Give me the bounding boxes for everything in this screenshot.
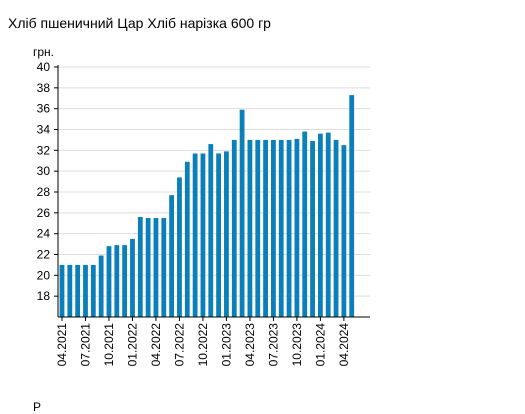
x-tick-label: 01.2022 [125,323,139,367]
x-tick-label: 01.2024 [313,323,327,367]
bar [247,139,253,317]
bar [255,139,261,317]
bar [106,246,112,317]
y-tick-label: 40 [37,60,51,74]
x-tick-label: 07.2021 [78,323,92,367]
y-tick-label: 36 [37,102,51,116]
bar [208,144,214,317]
bar [271,139,276,317]
bar [263,139,268,317]
bar [67,264,73,317]
y-tick-label: 32 [37,143,51,157]
bar [341,145,347,318]
bar [224,151,229,318]
bar [317,133,323,317]
bar [325,132,331,317]
bar [184,161,190,317]
y-tick-label: 22 [37,248,51,262]
bar [153,218,159,317]
bar [302,131,308,317]
bar [98,255,104,317]
footer-text: Р [33,400,42,414]
y-tick-label: 18 [37,289,51,303]
y-tick-label: 24 [37,227,51,241]
y-tick-label: 38 [37,81,51,95]
x-tick-label: 07.2022 [172,323,186,367]
bar [294,138,300,318]
x-tick-label: 01.2023 [219,323,233,367]
y-tick-label: 28 [37,185,51,199]
bar [239,109,245,318]
bar [145,218,151,317]
x-tick-label: 04.2023 [243,323,257,367]
x-tick-label: 04.2022 [149,323,163,367]
y-tick-label: 34 [37,123,51,137]
bar [137,217,143,317]
bar [90,264,96,317]
bar [122,245,128,318]
bar [75,264,81,317]
bar [216,153,221,317]
y-tick-label: 20 [37,268,51,282]
x-tick-label: 10.2021 [102,323,116,367]
bar [161,218,167,317]
bar [177,177,182,317]
x-tick-label: 04.2024 [337,323,351,367]
chart-title: Хліб пшеничний Цар Хліб нарізка 600 гр [8,15,271,31]
bar [114,245,120,318]
bar [169,195,175,318]
y-tick-label: 26 [37,206,51,220]
x-tick-label: 07.2023 [266,323,280,367]
bar [310,140,315,317]
bar [200,153,206,317]
x-tick-label: 10.2023 [290,323,304,367]
bar [286,139,292,317]
bar [130,238,135,318]
bar [83,264,88,317]
y-axis-unit-label: грн. [33,45,55,59]
y-tick-label: 30 [37,164,51,178]
x-tick-label: 10.2022 [196,323,210,367]
bar [59,264,65,317]
bar [278,139,284,317]
x-tick-label: 04.2021 [55,323,69,367]
bar [333,139,339,317]
bar [192,153,198,317]
bar [349,95,355,317]
bar [231,139,237,317]
